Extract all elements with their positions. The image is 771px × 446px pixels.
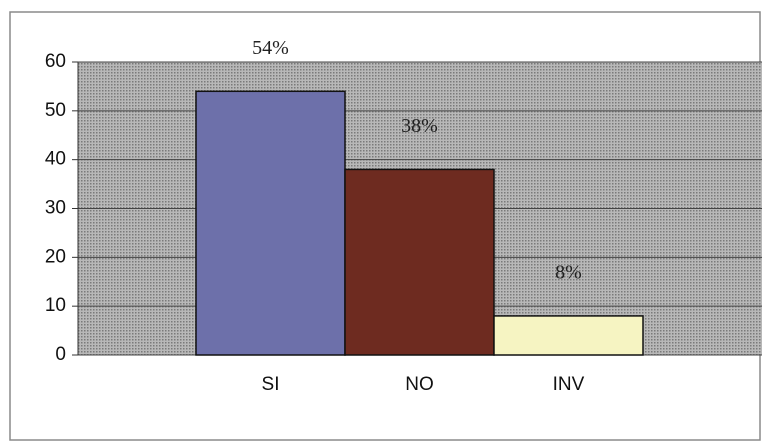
data-label: 54% [252,37,289,59]
data-label: 38% [401,115,438,137]
y-tick-label: 30 [45,198,66,219]
bar [344,168,495,356]
y-tick-label: 10 [45,295,66,316]
x-tick-label: NO [405,374,434,395]
y-tick-label: 50 [45,100,66,121]
x-tick-label: SI [262,374,280,395]
bar [195,90,346,356]
bar [493,315,644,356]
y-tick-label: 60 [45,51,66,72]
data-label: 8% [555,262,582,284]
x-tick-label: INV [553,374,585,395]
y-tick-label: 40 [45,149,66,170]
y-tick-label: 20 [45,246,66,267]
y-tick-label: 0 [55,344,66,365]
